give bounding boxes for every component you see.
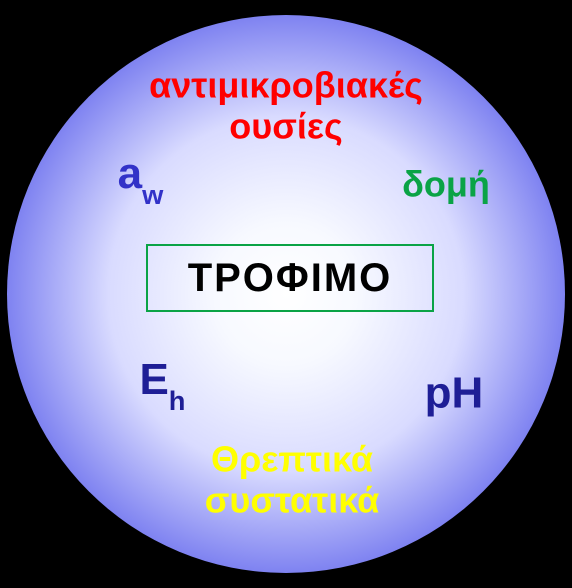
- label-eh-sub: h: [169, 385, 186, 416]
- stage: αντιμικροβιακές ουσίες aw δομή ΤΡΟΦΙΜΟ E…: [0, 0, 572, 588]
- label-structure: δομή: [402, 163, 490, 204]
- label-aw-base: a: [118, 148, 142, 197]
- label-aw: aw: [69, 98, 164, 254]
- label-nutrients: Θρεπτικά συστατικά: [205, 439, 379, 522]
- label-ph: pH: [425, 369, 484, 420]
- center-text: ΤΡΟΦΙΜΟ: [188, 256, 393, 301]
- label-antimicrobial: αντιμικροβιακές ουσίες: [149, 65, 423, 148]
- label-eh-base: E: [139, 354, 168, 403]
- center-box: ΤΡΟΦΙΜΟ: [146, 244, 434, 312]
- label-eh: Eh: [91, 304, 186, 460]
- label-aw-sub: w: [142, 179, 163, 210]
